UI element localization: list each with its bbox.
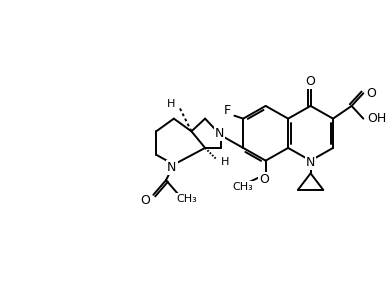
Text: N: N: [306, 156, 315, 169]
Text: CH₃: CH₃: [176, 194, 197, 204]
Text: F: F: [224, 104, 231, 117]
Text: H: H: [220, 157, 229, 166]
Text: CH₃: CH₃: [233, 182, 254, 192]
Text: O: O: [366, 87, 376, 100]
Text: O: O: [140, 194, 151, 207]
Text: OH: OH: [367, 112, 386, 125]
Text: O: O: [259, 173, 268, 186]
Text: H: H: [167, 99, 175, 109]
Text: N: N: [215, 127, 224, 140]
Text: O: O: [306, 75, 315, 88]
Text: N: N: [167, 161, 177, 174]
